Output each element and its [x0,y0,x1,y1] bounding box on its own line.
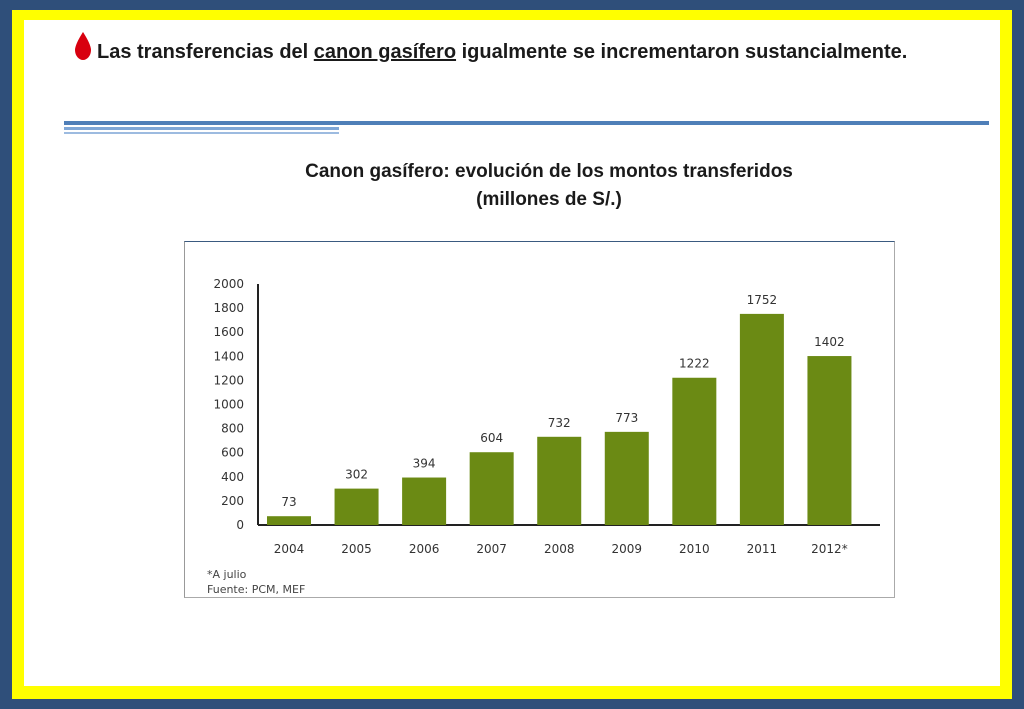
x-tick-label: 2008 [544,542,575,556]
y-tick-label: 800 [221,422,244,436]
slide-headline: Las transferencias del canon gasífero ig… [97,37,957,67]
chart-title-block: Canon gasífero: evolución de los montos … [224,158,874,214]
data-label: 394 [413,457,436,471]
bar-2007 [469,452,514,525]
data-label: 604 [480,431,503,445]
bar-2012 [807,356,852,525]
chart-panel: 0 200 400 600 800 1000 1200 1400 1600 1800 2000 73 2… [184,241,895,598]
y-tick-label: 1800 [213,301,244,315]
x-tick-label: 2007 [476,542,507,556]
chart-note-partial: *A julio [207,568,247,581]
data-label: 73 [281,495,296,509]
bar-chart: 0200400600800100012001400160018002000732… [213,277,880,556]
y-tick-label: 0 [236,518,244,532]
slide-canvas: Las transferencias del canon gasífero ig… [24,20,1000,686]
data-label: 302 [345,468,368,482]
chart-subtitle: (millones de S/.) [476,189,622,210]
y-tick-label: 400 [221,470,244,484]
y-tick-label: 2000 [213,277,244,291]
data-label: 1222 [679,357,710,371]
y-tick-label: 1600 [213,325,244,339]
drop-icon [75,32,91,60]
bar-2011 [739,313,784,525]
x-tick-label: 2011 [747,542,778,556]
chart-note-source: Fuente: PCM, MEF [207,583,306,596]
y-tick-label: 1400 [213,349,244,363]
x-tick-label: 2006 [409,542,440,556]
bar-2005 [334,488,379,525]
headline-text-start: Las transferencias del [97,41,314,63]
x-tick-label: 2012* [811,542,848,556]
data-label: 732 [548,416,571,430]
bar-2006 [402,477,447,525]
header-divider-accent-2 [64,132,339,134]
bar-2009 [604,431,649,525]
x-tick-label: 2005 [341,542,372,556]
y-tick-label: 1200 [213,373,244,387]
data-label: 1752 [747,293,778,307]
x-tick-label: 2010 [679,542,710,556]
bar-2010 [672,377,717,525]
data-label: 773 [615,411,638,425]
y-tick-label: 1000 [213,398,244,412]
bar-2004 [267,516,311,525]
y-tick-label: 200 [221,494,244,508]
y-tick-label: 600 [221,446,244,460]
headline-underlined-term: canon gasífero [313,41,457,63]
data-label: 1402 [814,335,845,349]
chart-title: Canon gasífero: evolución de los montos … [305,161,793,182]
headline-text-end: igualmente se incrementaron sustancialme… [456,41,908,63]
x-tick-label: 2004 [274,542,305,556]
bar-2008 [537,436,582,525]
x-tick-label: 2009 [612,542,643,556]
header-divider-main [64,121,989,125]
header-divider-accent-1 [64,127,339,130]
